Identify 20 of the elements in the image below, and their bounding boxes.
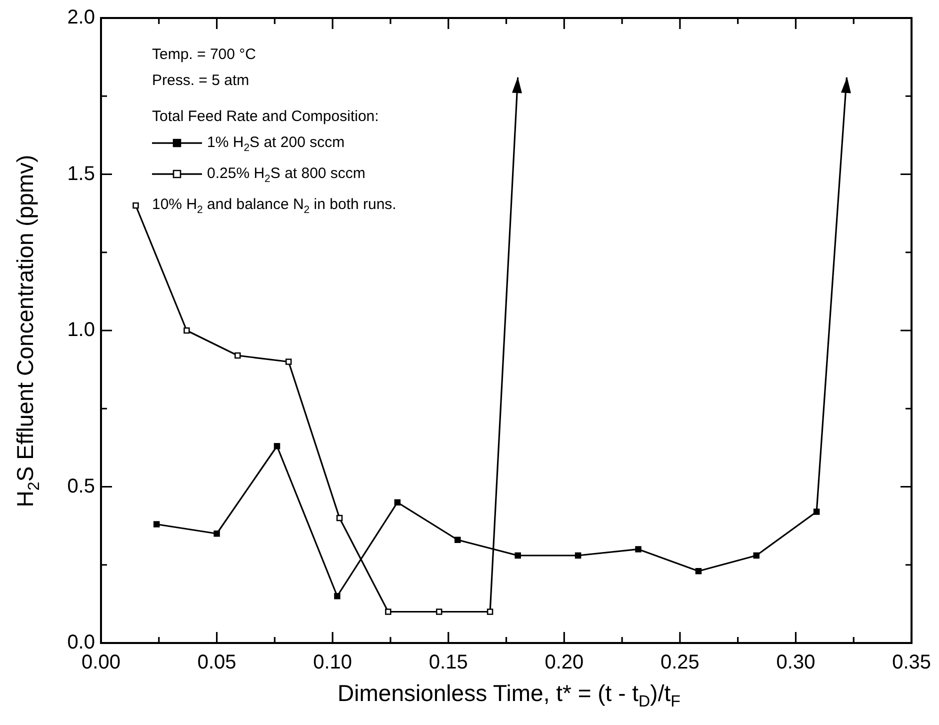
- x-tick-label: 0.20: [544, 652, 584, 674]
- annotation: Temp. = 700 °C: [152, 45, 257, 65]
- x-tick-label: 0.35: [892, 652, 932, 674]
- y-tick-label: 2.0: [67, 6, 95, 29]
- x-tick-label: 0.00: [82, 652, 120, 674]
- x-tick-label: 0.10: [313, 652, 352, 674]
- legend-label: 0.25% H$_{2}$S at 800 sccm: [207, 165, 366, 185]
- annotation: Press. = 5 atm: [152, 71, 250, 91]
- y-tick-label: 1.0: [67, 319, 95, 342]
- x-tick-label: 0.25: [660, 652, 700, 674]
- x-tick-label: 0.30: [776, 652, 816, 674]
- y-tick-label: 0.0: [67, 632, 95, 654]
- y-tick-label: 0.5: [67, 475, 95, 498]
- x-axis-title: Dimensionless Time, t* = (t - t$_{D}$)/t$_{F}$: [336, 680, 682, 712]
- x-tick-label: 0.05: [197, 652, 236, 674]
- legend-label: 1% H$_{2}$S at 200 sccm: [207, 134, 345, 154]
- legend-title: Total Feed Rate and Composition:: [152, 107, 380, 127]
- y-tick-label: 1.5: [67, 162, 95, 185]
- x-tick-label: 0.15: [428, 652, 468, 674]
- annotation: 10% H$_{2}$ and balance N$_{2}$ in both runs.: [152, 195, 396, 218]
